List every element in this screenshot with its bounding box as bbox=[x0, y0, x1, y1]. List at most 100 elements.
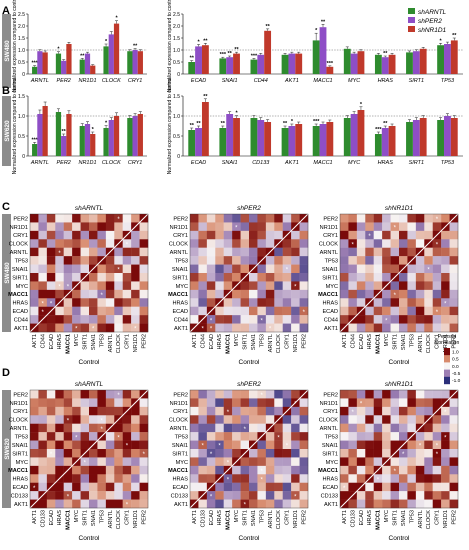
cell-significance-mark: * bbox=[294, 402, 297, 408]
heatmap-cell bbox=[340, 273, 349, 282]
heatmap-cell bbox=[198, 415, 208, 424]
heatmap-cell bbox=[441, 264, 450, 274]
heatmap-cell bbox=[232, 390, 241, 399]
heatmap-cell bbox=[89, 398, 98, 408]
heatmap-cell bbox=[30, 474, 39, 483]
heatmap-cell bbox=[432, 499, 442, 509]
row-label: NR1D1 bbox=[320, 225, 338, 231]
heatmap-cell bbox=[249, 406, 258, 416]
row-label: HRAS bbox=[12, 301, 28, 307]
legend-swatch bbox=[408, 17, 415, 23]
heatmap-cell bbox=[348, 482, 358, 492]
panel-letter: D bbox=[2, 367, 10, 379]
heatmap-cell bbox=[55, 264, 64, 274]
heatmap-cell bbox=[30, 315, 39, 324]
heatmap-cell bbox=[97, 323, 107, 333]
row-label: SNAI1 bbox=[12, 267, 28, 273]
heatmap-cell bbox=[356, 298, 366, 307]
heatmap-cell bbox=[432, 214, 442, 223]
heatmap-cell bbox=[215, 306, 224, 316]
heatmap-cell bbox=[274, 289, 283, 299]
heatmap-cell bbox=[139, 306, 149, 316]
heatmap-cell bbox=[72, 264, 81, 274]
heatmap-cell bbox=[215, 239, 224, 248]
category-label: CRY1 bbox=[128, 160, 142, 166]
heatmap-cell bbox=[265, 398, 275, 408]
heatmap-cell bbox=[190, 449, 199, 458]
heatmap-cell bbox=[105, 390, 115, 399]
heatmap-cell bbox=[198, 440, 208, 450]
heatmap-cell bbox=[190, 315, 199, 324]
heatmap-cell bbox=[432, 440, 442, 450]
heatmap-cell bbox=[55, 306, 64, 316]
heatmap-cell bbox=[240, 432, 250, 441]
y-tick-label: 2.0 bbox=[18, 24, 25, 30]
row-label: MACC1 bbox=[168, 292, 188, 298]
heatmap-cell bbox=[265, 298, 275, 307]
cell-significance-mark: * bbox=[260, 477, 263, 483]
row-label: SNAI1 bbox=[172, 267, 188, 273]
heatmap-cell bbox=[257, 264, 267, 274]
cell-significance-mark: * bbox=[286, 268, 289, 274]
heatmap-cell bbox=[89, 222, 98, 232]
heatmap-cell bbox=[72, 306, 81, 316]
heatmap-cell bbox=[407, 465, 417, 475]
heatmap-cell bbox=[232, 247, 241, 257]
heatmap-cell bbox=[415, 474, 425, 483]
cell-significance-mark: * bbox=[126, 242, 129, 248]
column-label: CLOCK bbox=[276, 510, 282, 530]
heatmap-cell bbox=[198, 306, 208, 316]
category-label: CLOCK bbox=[102, 160, 121, 166]
heatmap-cell bbox=[38, 247, 48, 257]
heatmap-cell bbox=[97, 230, 107, 240]
cell-significance-mark: * bbox=[427, 268, 430, 274]
heatmap-cell bbox=[46, 214, 56, 223]
heatmap-cell bbox=[240, 398, 250, 408]
heatmap-cell bbox=[240, 482, 250, 492]
bar bbox=[233, 118, 240, 156]
heatmap-cell bbox=[373, 306, 383, 316]
heatmap-cell bbox=[215, 440, 224, 450]
heatmap-cell bbox=[30, 230, 39, 240]
row-label: CRY1 bbox=[323, 233, 338, 239]
bar bbox=[357, 110, 365, 156]
heatmap-cell bbox=[407, 499, 417, 509]
heatmap-cell bbox=[449, 398, 459, 408]
heatmap-cell bbox=[114, 214, 123, 223]
category-label: MYC bbox=[348, 78, 360, 84]
row-label: HRAS bbox=[322, 301, 338, 307]
heatmap-cell bbox=[449, 247, 459, 257]
heatmap-cell bbox=[30, 432, 39, 441]
heatmap-cell bbox=[373, 491, 383, 500]
heatmap-cell bbox=[105, 449, 115, 458]
heatmap-cell bbox=[240, 315, 250, 324]
heatmap-cell bbox=[63, 247, 73, 257]
heatmap-cell bbox=[291, 482, 300, 492]
heatmap-cell bbox=[105, 474, 115, 483]
column-label: CRY1 bbox=[285, 334, 291, 349]
heatmap-cell bbox=[97, 289, 107, 299]
heatmap-cell bbox=[63, 499, 73, 509]
heatmap-cell bbox=[291, 264, 300, 274]
heatmap-cell bbox=[198, 465, 208, 475]
heatmap-cell bbox=[72, 482, 81, 492]
row-label: CD44 bbox=[174, 317, 188, 323]
heatmap-cell bbox=[265, 457, 275, 467]
heatmap-cell bbox=[407, 239, 417, 248]
heatmap-cell bbox=[232, 222, 241, 232]
heatmap-cell bbox=[441, 491, 450, 500]
heatmap-cell bbox=[299, 482, 309, 492]
heatmap-cell bbox=[382, 390, 391, 399]
heatmap-title: shNR1D1 bbox=[385, 205, 414, 212]
heatmap-cell bbox=[390, 264, 400, 274]
colorbar-tick-label: -1.0 bbox=[452, 378, 461, 384]
column-label: PER2 bbox=[301, 510, 307, 525]
colorbar-segment bbox=[444, 348, 450, 356]
bar bbox=[419, 118, 427, 156]
heatmap-cell bbox=[38, 423, 48, 433]
row-label: MYC bbox=[326, 284, 338, 290]
heatmap-cell bbox=[282, 298, 292, 307]
heatmap-cell bbox=[80, 264, 90, 274]
heatmap-cell bbox=[424, 247, 433, 257]
row-label: ARNTL bbox=[170, 426, 188, 432]
